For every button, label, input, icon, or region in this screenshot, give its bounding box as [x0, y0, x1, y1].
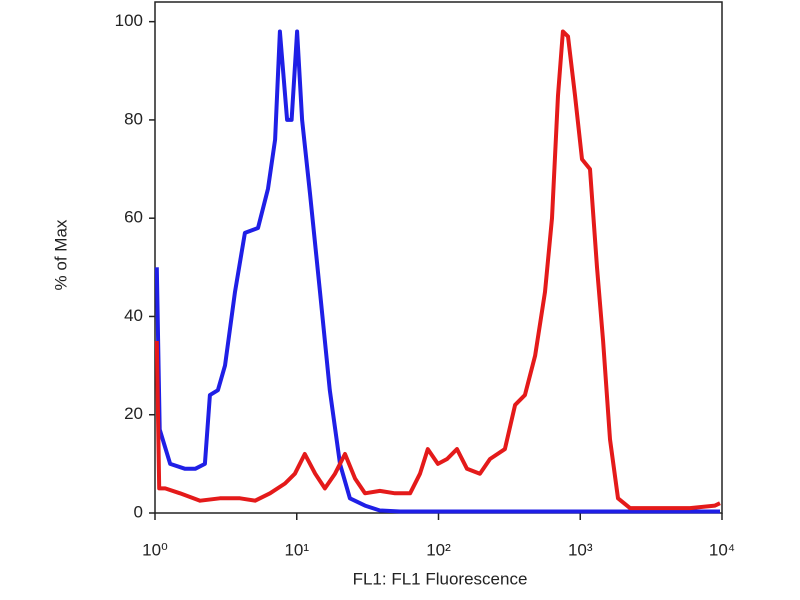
series-line	[154, 29, 721, 511]
x-tick-label: 10²	[426, 540, 451, 559]
y-tick-label: 60	[124, 208, 143, 227]
x-tick-label: 10¹	[284, 540, 309, 559]
series-line	[154, 29, 720, 514]
y-tick-label: 80	[124, 109, 143, 128]
y-tick-label: 0	[134, 502, 143, 521]
x-tick-label: 10³	[568, 540, 593, 559]
y-axis-label: % of Max	[51, 219, 70, 290]
x-tick-label: 10⁴	[709, 540, 735, 559]
x-axis-label: FL1: FL1 Fluorescence	[353, 569, 528, 588]
y-tick-label: 40	[124, 306, 143, 325]
x-tick-label: 10⁰	[142, 540, 168, 559]
y-tick-label: 20	[124, 404, 143, 423]
y-tick-label: 100	[115, 11, 143, 30]
